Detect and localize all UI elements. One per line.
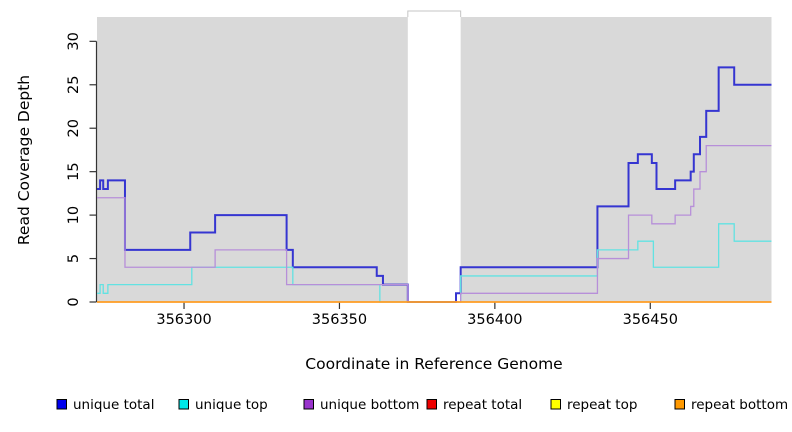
x-axis-title: Coordinate in Reference Genome <box>305 355 562 373</box>
legend-label-repeat-top: repeat top <box>567 397 637 413</box>
y-tick-label: 10 <box>66 206 82 224</box>
legend-label-unique-total: unique total <box>73 397 154 413</box>
x-tick-label: 356450 <box>623 312 678 328</box>
legend-swatch-repeat-bottom <box>674 399 685 410</box>
y-axis-title: Read Coverage Depth <box>15 75 33 245</box>
legend-swatch-repeat-top <box>550 399 561 410</box>
series-line-unique-bottom <box>97 144 772 303</box>
legend-swatch-unique-total <box>56 399 67 410</box>
legend-label-repeat-total: repeat total <box>443 397 522 413</box>
coverage-gap-band <box>407 17 461 302</box>
y-tick-label: 15 <box>66 162 82 180</box>
gap-band-notch-outline <box>407 10 462 17</box>
legend-label-unique-top: unique top <box>195 397 268 413</box>
y-tick-label: 30 <box>66 32 82 50</box>
legend-swatch-unique-top <box>178 399 189 410</box>
y-tick-label: 5 <box>66 254 82 263</box>
legend-swatch-unique-bottom <box>303 399 314 410</box>
chart-legend: unique total unique top unique bottom repea… <box>56 397 788 413</box>
x-tick-label: 356400 <box>467 312 522 328</box>
y-tick-label: 0 <box>66 297 82 306</box>
y-tick-label: 20 <box>66 119 82 137</box>
y-tick-label: 25 <box>66 76 82 94</box>
x-tick-label: 356300 <box>156 312 211 328</box>
x-tick-label: 356350 <box>312 312 367 328</box>
legend-swatch-repeat-total <box>426 399 437 410</box>
legend-label-unique-bottom: unique bottom <box>320 397 419 413</box>
legend-label-repeat-bottom: repeat bottom <box>691 397 788 413</box>
plot-area: 0 5 10 15 20 25 30 356300 356350 356400 356450 <box>66 10 772 328</box>
